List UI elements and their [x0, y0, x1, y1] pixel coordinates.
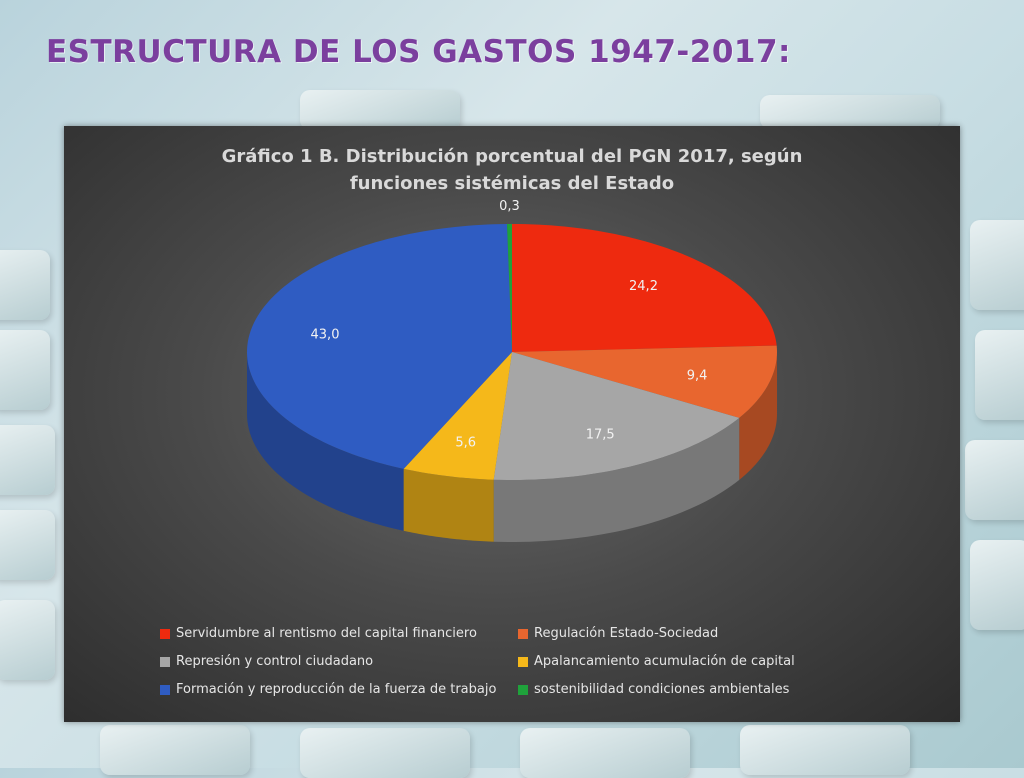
legend-item: Regulación Estado-Sociedad [518, 626, 838, 641]
background-key [0, 330, 50, 410]
background-key [520, 728, 690, 778]
legend-label: Formación y reproducción de la fuerza de… [176, 682, 497, 697]
background-key [0, 425, 55, 495]
legend-swatch [518, 628, 528, 639]
legend-item: Formación y reproducción de la fuerza de… [160, 682, 518, 697]
legend-item: sostenibilidad condiciones ambientales [518, 682, 838, 697]
chart-panel: Gráfico 1 B. Distribución porcentual del… [64, 126, 960, 722]
data-label: 17,5 [586, 428, 615, 443]
pie-slice-side [403, 468, 494, 542]
pie-slice [512, 224, 777, 352]
background-key [970, 540, 1024, 630]
background-key [760, 95, 940, 129]
pie-slice [247, 224, 512, 469]
legend-swatch [518, 684, 528, 695]
legend-label: Servidumbre al rentismo del capital fina… [176, 626, 477, 641]
legend-swatch [518, 656, 528, 667]
legend-swatch [160, 684, 170, 695]
background-key [300, 728, 470, 778]
background-key [0, 250, 50, 320]
pie-sides [247, 352, 777, 542]
legend-swatch [160, 656, 170, 667]
legend-item: Servidumbre al rentismo del capital fina… [160, 626, 518, 641]
pie-slice [493, 352, 740, 480]
data-label: 9,4 [687, 368, 708, 383]
legend-item: Represión y control ciudadano [160, 654, 518, 669]
data-label: 43,0 [311, 328, 340, 343]
chart-legend: Servidumbre al rentismo del capital fina… [160, 626, 840, 697]
legend-label: sostenibilidad condiciones ambientales [534, 682, 790, 697]
legend-item: Apalancamiento acumulación de capital [518, 654, 838, 669]
pie-tops [247, 224, 777, 480]
chart-title-line-1: Gráfico 1 B. Distribución porcentual del… [222, 146, 803, 167]
pie-slice-side [247, 352, 404, 531]
background-key [0, 510, 55, 580]
legend-label: Regulación Estado-Sociedad [534, 626, 719, 641]
legend-swatch [160, 628, 170, 639]
background-key [300, 90, 460, 130]
chart-title-line-2: funciones sistémicas del Estado [350, 173, 674, 194]
legend-label: Apalancamiento acumulación de capital [534, 654, 795, 669]
pie-slice [403, 352, 512, 480]
pie-slice [507, 224, 512, 352]
pie-labels: 24,2 9,4 17,5 5,6 43,0 0,3 [311, 199, 708, 450]
pie-slice-side [739, 352, 777, 480]
data-label: 5,6 [455, 435, 476, 450]
pie-slice-side [493, 417, 740, 542]
background-key [0, 600, 55, 680]
background-key [965, 440, 1024, 520]
legend-label: Represión y control ciudadano [176, 654, 374, 669]
background-key [970, 220, 1024, 310]
data-label: 0,3 [499, 199, 520, 214]
data-label: 24,2 [629, 279, 658, 294]
background-key [975, 330, 1024, 420]
pie-slice [512, 345, 777, 418]
slide-title: ESTRUCTURA DE LOS GASTOS 1947-2017: [46, 34, 791, 70]
pie-chart: Gráfico 1 B. Distribución porcentual del… [222, 146, 803, 542]
